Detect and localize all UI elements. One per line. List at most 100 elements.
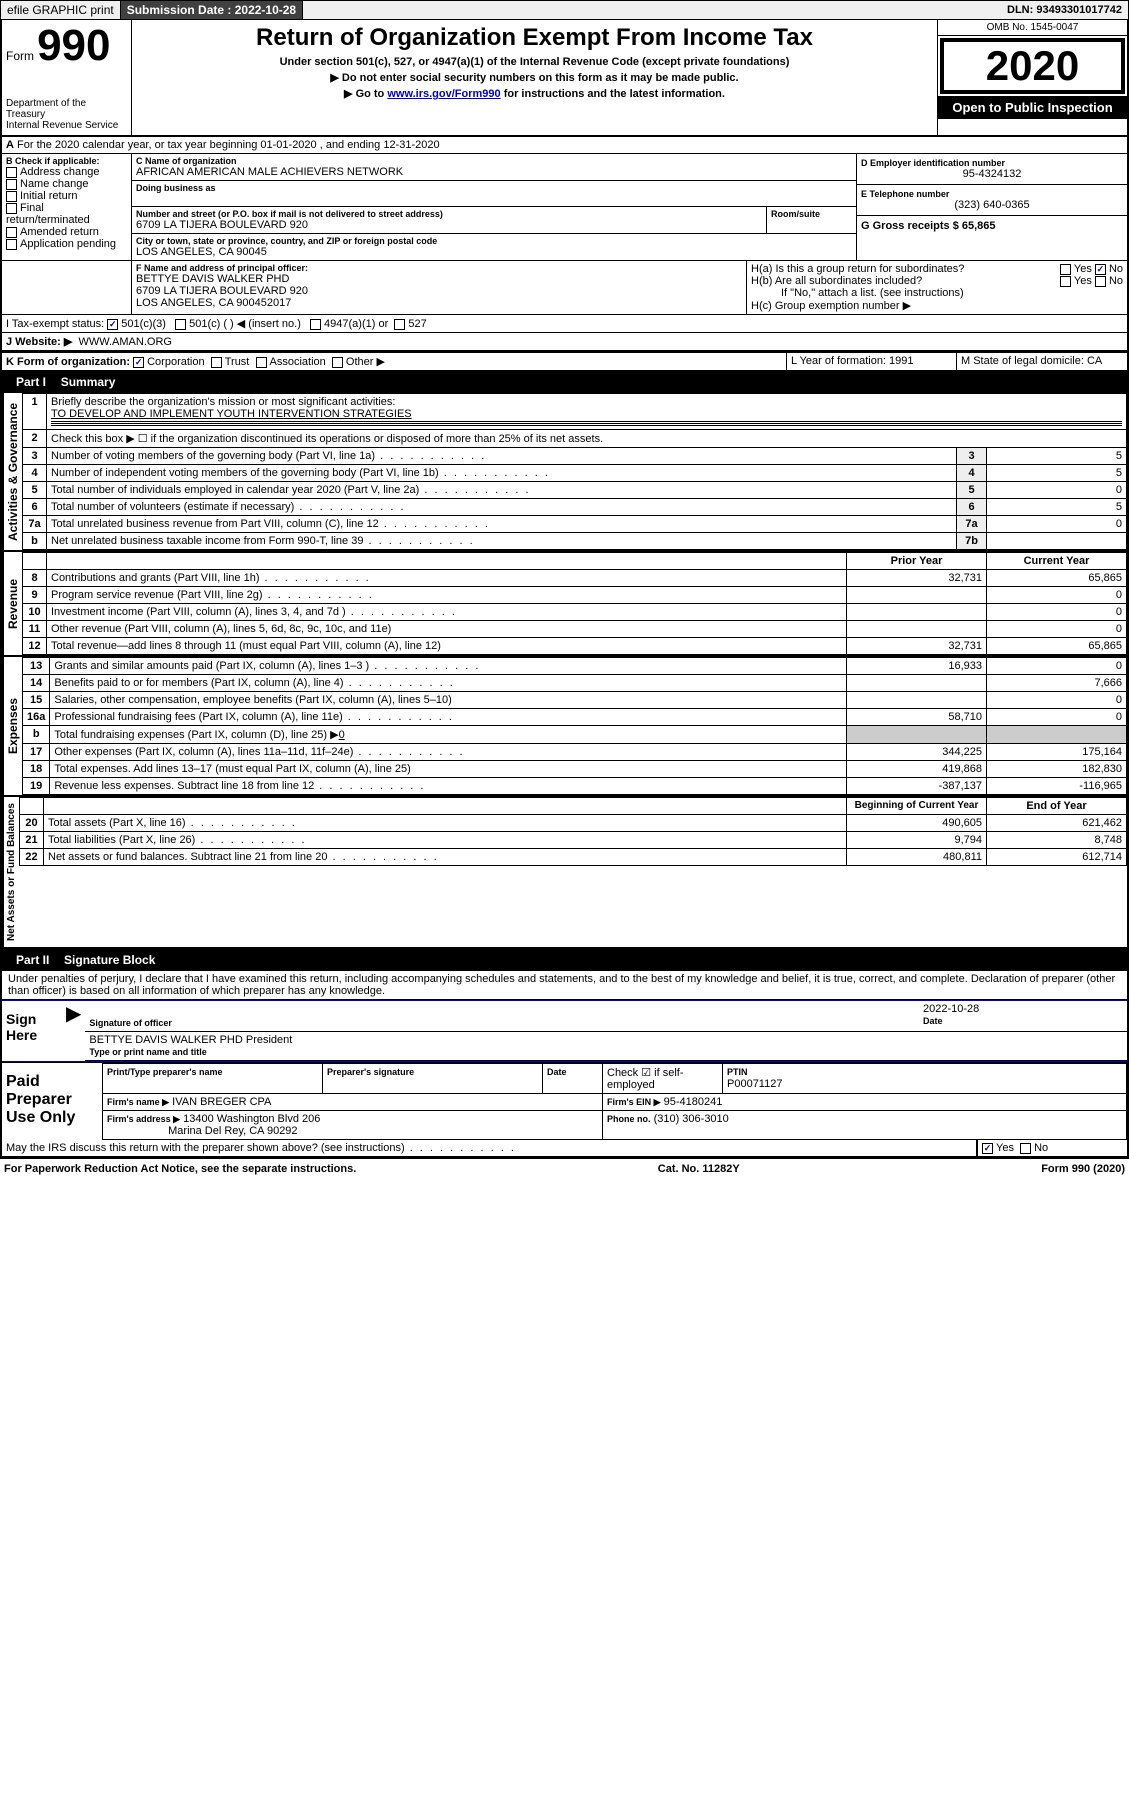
efile-label[interactable]: efile GRAPHIC print — [1, 1, 121, 19]
v3: 5 — [987, 448, 1127, 465]
state-domicile: M State of legal domicile: CA — [957, 353, 1127, 370]
topbar: efile GRAPHIC print Submission Date : 20… — [0, 0, 1129, 20]
form-header: Form 990 Department of the Treasury Inte… — [2, 20, 1127, 137]
omb: OMB No. 1545-0047 — [938, 20, 1127, 36]
cb-ha-yes[interactable] — [1060, 264, 1071, 275]
cb-hb-no[interactable] — [1095, 276, 1106, 287]
firm-name: IVAN BREGER CPA — [172, 1096, 271, 1108]
preparer-table: Print/Type preparer's name Preparer's si… — [102, 1063, 1127, 1140]
cb-amended[interactable] — [6, 227, 17, 238]
cb-501c3[interactable] — [107, 319, 118, 330]
officer-printed: BETTYE DAVIS WALKER PHD President — [89, 1034, 292, 1046]
revenue-table: Prior YearCurrent Year 8Contributions an… — [22, 552, 1127, 655]
box-c: C Name of organization AFRICAN AMERICAN … — [132, 154, 857, 260]
section-governance: Activities & Governance 1 Briefly descri… — [2, 393, 1127, 552]
box-deg: D Employer identification number 95-4324… — [857, 154, 1127, 260]
v6: 5 — [987, 499, 1127, 516]
cb-assoc[interactable] — [256, 357, 267, 368]
box-h: H(a) Is this a group return for subordin… — [747, 261, 1127, 314]
governance-table: 1 Briefly describe the organization's mi… — [22, 393, 1127, 550]
klm-row: K Form of organization: Corporation Trus… — [2, 351, 1127, 371]
sign-here-label: Sign Here — [2, 1001, 62, 1061]
form-id-col: Form 990 Department of the Treasury Inte… — [2, 20, 132, 135]
sign-arrow-icon: ▶ — [62, 1001, 85, 1061]
note-ssn: ▶ Do not enter social security numbers o… — [136, 71, 933, 84]
discuss-row: May the IRS discuss this return with the… — [2, 1140, 1127, 1157]
submission-date: Submission Date : 2022-10-28 — [121, 1, 303, 19]
form-title: Return of Organization Exempt From Incom… — [136, 24, 933, 52]
cb-discuss-yes[interactable] — [982, 1143, 993, 1154]
cb-application-pending[interactable] — [6, 239, 17, 250]
page-footer: For Paperwork Reduction Act Notice, see … — [0, 1159, 1129, 1179]
open-inspection: Open to Public Inspection — [938, 96, 1127, 119]
part1-header: Part I Summary — [2, 371, 1127, 393]
mission: TO DEVELOP AND IMPLEMENT YOUTH INTERVENT… — [51, 408, 412, 420]
year-col: OMB No. 1545-0047 2020 Open to Public In… — [937, 20, 1127, 135]
section-netassets: Net Assets or Fund Balances Beginning of… — [2, 797, 1127, 949]
form-label: Form — [6, 49, 34, 63]
v7a: 0 — [987, 516, 1127, 533]
cb-hb-yes[interactable] — [1060, 276, 1071, 287]
cb-ha-no[interactable] — [1095, 264, 1106, 275]
form-ref: Form 990 (2020) — [1041, 1163, 1125, 1175]
form-990: Form 990 Department of the Treasury Inte… — [0, 20, 1129, 1159]
cb-name-change[interactable] — [6, 179, 17, 190]
cb-other[interactable] — [332, 357, 343, 368]
paid-preparer-block: Paid Preparer Use Only Print/Type prepar… — [2, 1062, 1127, 1140]
period: For the 2020 calendar year, or tax year … — [17, 139, 440, 151]
cb-corp[interactable] — [133, 357, 144, 368]
ein: 95-4324132 — [861, 168, 1123, 180]
entity-block: B Check if applicable: Address change Na… — [2, 154, 1127, 261]
sidebar-expenses: Expenses — [2, 657, 22, 795]
phone: (323) 640-0365 — [861, 199, 1123, 211]
sidebar-netassets: Net Assets or Fund Balances — [2, 797, 19, 947]
v7b — [987, 533, 1127, 550]
tax-year: 2020 — [940, 38, 1125, 94]
ptin: P00071127 — [727, 1078, 782, 1090]
box-f: F Name and address of principal officer:… — [132, 261, 747, 314]
gross-receipts: G Gross receipts $ 65,865 — [861, 220, 996, 232]
cb-501c[interactable] — [175, 319, 186, 330]
expenses-table: 13Grants and similar amounts paid (Part … — [22, 657, 1127, 795]
period-row: A For the 2020 calendar year, or tax yea… — [2, 137, 1127, 154]
section-revenue: Revenue Prior YearCurrent Year 8Contribu… — [2, 552, 1127, 657]
v5: 0 — [987, 482, 1127, 499]
cb-final-return[interactable] — [6, 203, 17, 214]
cb-4947[interactable] — [310, 319, 321, 330]
v4: 5 — [987, 465, 1127, 482]
cb-trust[interactable] — [211, 357, 222, 368]
box-b: B Check if applicable: Address change Na… — [2, 154, 132, 260]
dept: Department of the Treasury — [6, 98, 127, 120]
firm-ein: 95-4180241 — [664, 1096, 723, 1108]
cb-initial-return[interactable] — [6, 191, 17, 202]
preparer-phone: (310) 306-3010 — [654, 1113, 729, 1125]
form990-link[interactable]: www.irs.gov/Form990 — [387, 88, 500, 100]
cb-527[interactable] — [394, 319, 405, 330]
website-row: J Website: ▶ WWW.AMAN.ORG — [2, 333, 1127, 351]
sidebar-governance: Activities & Governance — [2, 393, 22, 550]
pra-notice: For Paperwork Reduction Act Notice, see … — [4, 1163, 356, 1175]
org-city: LOS ANGELES, CA 90045 — [136, 246, 852, 258]
cb-discuss-no[interactable] — [1020, 1143, 1031, 1154]
note-link: ▶ Go to www.irs.gov/Form990 for instruct… — [136, 87, 933, 100]
declaration: Under penalties of perjury, I declare th… — [2, 971, 1127, 1000]
netassets-table: Beginning of Current YearEnd of Year 20T… — [19, 797, 1127, 866]
website: WWW.AMAN.ORG — [78, 336, 172, 348]
paid-preparer-label: Paid Preparer Use Only — [2, 1063, 102, 1140]
cb-address-change[interactable] — [6, 167, 17, 178]
org-name: AFRICAN AMERICAN MALE ACHIEVERS NETWORK — [136, 166, 852, 178]
section-expenses: Expenses 13Grants and similar amounts pa… — [2, 657, 1127, 797]
form-number: 990 — [37, 21, 110, 70]
part2-header: Part II Signature Block — [2, 949, 1127, 971]
officer-name: BETTYE DAVIS WALKER PHD — [136, 273, 742, 285]
dln: DLN: 93493301017742 — [1001, 2, 1128, 18]
title-col: Return of Organization Exempt From Incom… — [132, 20, 937, 135]
org-street: 6709 LA TIJERA BOULEVARD 920 — [136, 219, 762, 231]
cat-no: Cat. No. 11282Y — [658, 1163, 740, 1175]
sign-here-block: Sign Here ▶ Signature of officer 2022-10… — [2, 1000, 1127, 1062]
sidebar-revenue: Revenue — [2, 552, 22, 655]
year-formation: L Year of formation: 1991 — [787, 353, 957, 370]
subtitle: Under section 501(c), 527, or 4947(a)(1)… — [136, 56, 933, 68]
officer-group-row: F Name and address of principal officer:… — [2, 261, 1127, 315]
status-row: I Tax-exempt status: 501(c)(3) 501(c) ( … — [2, 315, 1127, 333]
